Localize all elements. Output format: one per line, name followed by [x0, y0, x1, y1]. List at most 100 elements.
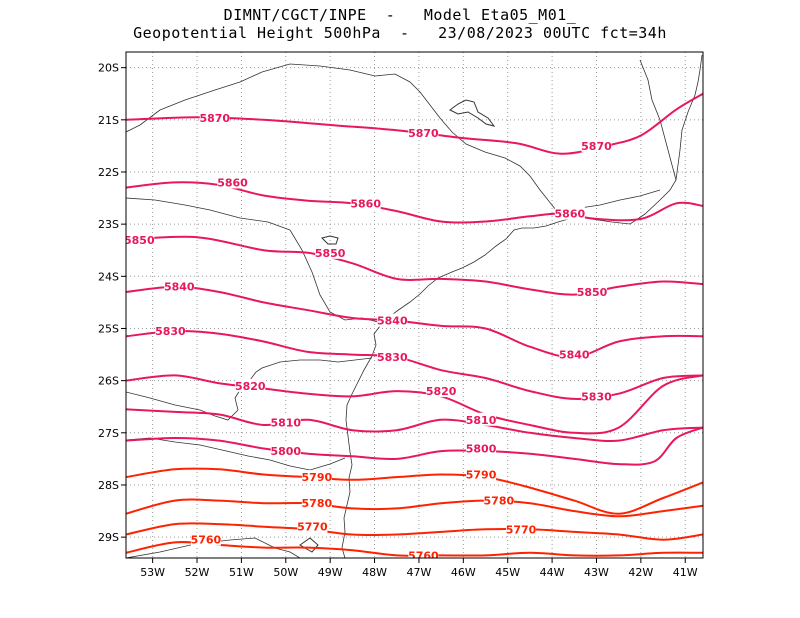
contour-label-bg	[164, 279, 195, 293]
contour-label-bg	[270, 415, 301, 429]
lagoa-dos-patos	[299, 537, 319, 553]
reservoir-furnas	[449, 99, 496, 127]
contour-label-5860: 5860	[217, 176, 248, 189]
contour-label-bg	[301, 470, 332, 484]
border-sc-rs	[126, 437, 346, 471]
contour-label-bg	[408, 125, 439, 139]
contour-labels: 5870 5870 5870 5860 5860 5860 5850 5850 5850 5840…	[124, 111, 612, 562]
contour-label-bg	[426, 384, 457, 398]
contour-label-bg	[235, 378, 266, 392]
contour-label-5770: 5770	[297, 521, 328, 534]
contour-label-bg	[301, 496, 332, 510]
contour-label-bg	[408, 548, 439, 558]
x-tick-label: 41W	[673, 566, 698, 579]
contour-label-5860: 5860	[555, 208, 586, 221]
contour-line-5770	[126, 522, 703, 541]
x-tick-label: 50W	[273, 566, 298, 579]
x-tick-label: 48W	[362, 566, 387, 579]
contour-label-5820: 5820	[426, 385, 457, 398]
x-tick-label: 53W	[140, 566, 165, 579]
contour-label-bg	[559, 347, 590, 361]
contour-label-bg	[377, 350, 408, 364]
plot-frame	[125, 51, 704, 559]
axis-ticks: 53W 52W 51W 50W 49W 48W 47W 46W 45W 44W 43W 42W 41W 2…	[98, 62, 698, 579]
reservoir-itaipu	[321, 235, 339, 245]
x-tick-label: 52W	[185, 566, 210, 579]
contour-label-bg	[581, 389, 612, 403]
contour-line-5790	[126, 467, 703, 515]
contour-label-bg	[466, 412, 497, 426]
y-tick-label: 25S	[98, 322, 119, 335]
contour-label-5800: 5800	[270, 445, 301, 458]
y-tick-label: 29S	[98, 531, 119, 544]
x-tick-label: 47W	[407, 566, 432, 579]
contour-line-5870	[126, 92, 703, 155]
title-line-1: DIMNT/CGCT/INPE - Model Eta05_M01_	[223, 6, 577, 24]
x-tick-label: 51W	[229, 566, 254, 579]
contour-lines	[126, 92, 703, 557]
border-uruguay	[126, 537, 301, 558]
x-tick-label: 45W	[495, 566, 520, 579]
x-tick-label: 42W	[628, 566, 653, 579]
x-tick-label: 49W	[318, 566, 343, 579]
contour-label-bg	[199, 111, 230, 125]
x-tick-label: 46W	[451, 566, 476, 579]
contour-line-5840	[126, 285, 703, 359]
contour-label-bg	[190, 532, 221, 546]
coastline	[341, 54, 703, 558]
border-mg-es	[639, 59, 677, 181]
contour-label-bg	[377, 313, 408, 327]
contour-label-5830: 5830	[377, 351, 408, 364]
contour-label-bg	[506, 522, 537, 536]
contour-label-5820: 5820	[235, 380, 266, 393]
contour-label-5850: 5850	[577, 286, 608, 299]
graticule	[126, 52, 703, 558]
contour-label-5810: 5810	[466, 414, 497, 427]
contour-line-5850	[126, 235, 703, 296]
contour-label-bg	[270, 444, 301, 458]
contour-line-5800	[126, 426, 703, 466]
y-tick-label: 28S	[98, 479, 119, 492]
contour-line-5810	[126, 408, 703, 442]
contour-label-5870: 5870	[408, 127, 439, 140]
contour-label-5840: 5840	[377, 315, 408, 328]
contour-label-bg	[155, 324, 186, 338]
contour-line-5820	[126, 374, 703, 435]
contour-label-bg	[297, 519, 328, 533]
coastlines-and-borders	[126, 54, 703, 558]
contour-label-5830: 5830	[581, 390, 612, 403]
contour-label-5770: 5770	[506, 523, 537, 536]
contour-label-5790: 5790	[302, 471, 333, 484]
contour-label-5840: 5840	[164, 281, 195, 294]
contour-label-5830: 5830	[155, 325, 186, 338]
contour-label-5850: 5850	[315, 247, 346, 260]
contour-label-bg	[466, 441, 497, 455]
y-tick-label: 22S	[98, 166, 119, 179]
contour-label-5810: 5810	[270, 416, 301, 429]
border-ms	[126, 197, 291, 231]
contour-label-5760: 5760	[191, 534, 222, 547]
contour-label-5790: 5790	[466, 469, 497, 482]
y-tick-label: 24S	[98, 270, 119, 283]
contour-label-bg	[483, 493, 514, 507]
contour-label-5780: 5780	[302, 497, 333, 510]
contour-line-5780	[126, 498, 703, 518]
contour-label-5860: 5860	[350, 197, 381, 210]
border-mg-sp	[159, 63, 567, 215]
x-tick-label: 44W	[540, 566, 565, 579]
border-pr-sc	[261, 357, 373, 369]
contour-label-bg	[126, 232, 155, 246]
contour-label-5870: 5870	[581, 140, 612, 153]
contour-label-bg	[315, 245, 346, 259]
contour-line-5830	[126, 329, 703, 400]
border-pr-sp	[289, 229, 393, 323]
contour-label-bg	[554, 206, 585, 220]
contour-label-5800: 5800	[466, 442, 497, 455]
contour-label-5760: 5760	[408, 549, 439, 562]
contour-label-5850: 5850	[124, 234, 155, 247]
contour-label-5870: 5870	[199, 112, 230, 125]
contour-label-bg	[217, 175, 248, 189]
y-tick-label: 21S	[98, 114, 119, 127]
contour-label-bg	[350, 196, 381, 210]
